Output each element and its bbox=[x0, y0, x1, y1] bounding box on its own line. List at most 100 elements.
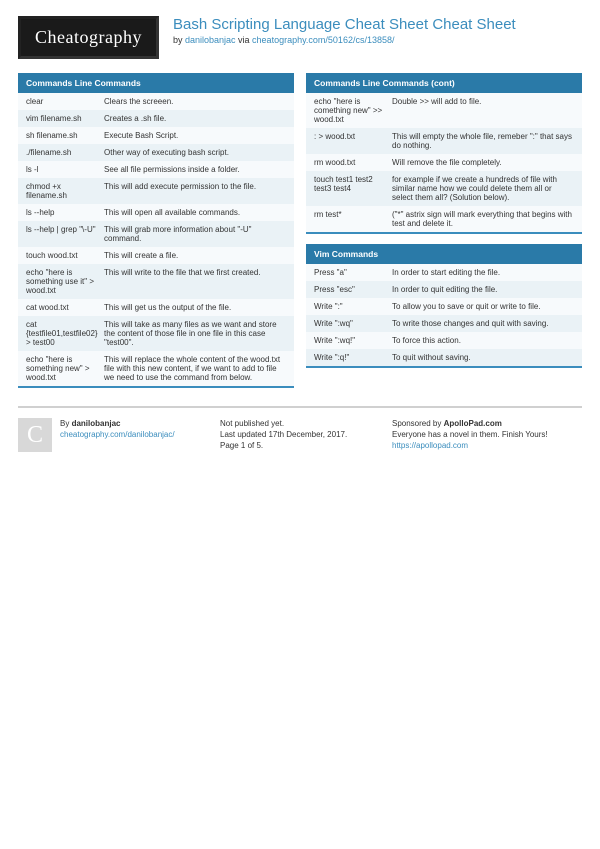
block-commands-2: Commands Line Commands (cont) echo "here… bbox=[306, 73, 582, 234]
byline-mid: via bbox=[236, 35, 253, 45]
author-url[interactable]: cheatography.com/danilobanjac/ bbox=[60, 430, 175, 439]
footer-meta: Not published yet. Last updated 17th Dec… bbox=[220, 418, 380, 452]
command-cell: clear bbox=[26, 97, 104, 106]
table-row: : > wood.txtThis will empty the whole fi… bbox=[306, 128, 582, 154]
command-cell: Write ":wq!" bbox=[314, 336, 392, 345]
command-cell: echo "here is comething new" >> wood.txt bbox=[314, 97, 392, 124]
command-cell: Write ":wq" bbox=[314, 319, 392, 328]
byline-prefix: by bbox=[173, 35, 185, 45]
description-cell: Clears the screeen. bbox=[104, 97, 286, 106]
description-cell: In order to quit editing the file. bbox=[392, 285, 574, 294]
block-header: Commands Line Commands (cont) bbox=[306, 73, 582, 93]
table-row: rm wood.txtWill remove the file complete… bbox=[306, 154, 582, 171]
avatar: C bbox=[18, 418, 52, 452]
description-cell: This will open all available commands. bbox=[104, 208, 286, 217]
command-cell: vim filename.sh bbox=[26, 114, 104, 123]
columns: Commands Line Commands clearClears the s… bbox=[18, 73, 582, 398]
description-cell: This will create a file. bbox=[104, 251, 286, 260]
description-cell: In order to start editing the file. bbox=[392, 268, 574, 277]
page-title: Bash Scripting Language Cheat Sheet Chea… bbox=[173, 16, 516, 33]
description-cell: Creates a .sh file. bbox=[104, 114, 286, 123]
command-cell: ls --help bbox=[26, 208, 104, 217]
sponsor-tag: Everyone has a novel in them. Finish You… bbox=[392, 429, 548, 440]
block-header: Commands Line Commands bbox=[18, 73, 294, 93]
command-cell: touch test1 test2 test3 test4 bbox=[314, 175, 392, 202]
command-cell: touch wood.txt bbox=[26, 251, 104, 260]
table-row: ls --helpThis will open all available co… bbox=[18, 204, 294, 221]
description-cell: To quit without saving. bbox=[392, 353, 574, 362]
footer-author: C By danilobanjac cheatography.com/danil… bbox=[18, 418, 175, 452]
description-cell: Other way of executing bash script. bbox=[104, 148, 286, 157]
command-cell: cat wood.txt bbox=[26, 303, 104, 312]
block-header: Vim Commands bbox=[306, 244, 582, 264]
description-cell: Double >> will add to file. bbox=[392, 97, 574, 124]
footer-sponsor: Sponsored by ApolloPad.com Everyone has … bbox=[392, 418, 582, 452]
byline: by danilobanjac via cheatography.com/501… bbox=[173, 35, 516, 45]
table-row: vim filename.shCreates a .sh file. bbox=[18, 110, 294, 127]
table-row: Write ":q!"To quit without saving. bbox=[306, 349, 582, 366]
command-cell: : > wood.txt bbox=[314, 132, 392, 150]
title-block: Bash Scripting Language Cheat Sheet Chea… bbox=[173, 16, 516, 45]
sponsor-name: ApolloPad.com bbox=[444, 419, 502, 428]
column-right: Commands Line Commands (cont) echo "here… bbox=[306, 73, 582, 398]
command-cell: Press "a" bbox=[314, 268, 392, 277]
table-row: chmod +x filename.shThis will add execut… bbox=[18, 178, 294, 204]
description-cell: This will write to the file that we firs… bbox=[104, 268, 286, 295]
table-row: Press "esc"In order to quit editing the … bbox=[306, 281, 582, 298]
table-row: ./filename.shOther way of executing bash… bbox=[18, 144, 294, 161]
description-cell: This will empty the whole file, remeber … bbox=[392, 132, 574, 150]
command-cell: Write ":" bbox=[314, 302, 392, 311]
block-vim: Vim Commands Press "a"In order to start … bbox=[306, 244, 582, 368]
command-cell: sh filename.sh bbox=[26, 131, 104, 140]
table-row: cat wood.txtThis will get us the output … bbox=[18, 299, 294, 316]
description-cell: This will grab more information about "-… bbox=[104, 225, 286, 243]
table-row: Press "a"In order to start editing the f… bbox=[306, 264, 582, 281]
table-row: echo "here is something new" > wood.txtT… bbox=[18, 351, 294, 386]
by-label: By bbox=[60, 419, 72, 428]
table-row: rm test*("*" astrix sign will mark every… bbox=[306, 206, 582, 232]
sponsor-url[interactable]: https://apollopad.com bbox=[392, 441, 468, 450]
table-row: ls -lSee all file permissions inside a f… bbox=[18, 161, 294, 178]
command-cell: chmod +x filename.sh bbox=[26, 182, 104, 200]
table-row: cat {testfile01,testfile02} > test00This… bbox=[18, 316, 294, 351]
description-cell: This will take as many files as we want … bbox=[104, 320, 286, 347]
sponsor-label: Sponsored by bbox=[392, 419, 444, 428]
header: Cheatography Bash Scripting Language Che… bbox=[18, 16, 582, 59]
table-row: echo "here is something use it" > wood.t… bbox=[18, 264, 294, 299]
command-cell: Write ":q!" bbox=[314, 353, 392, 362]
table-row: echo "here is comething new" >> wood.txt… bbox=[306, 93, 582, 128]
column-left: Commands Line Commands clearClears the s… bbox=[18, 73, 294, 398]
table-row: Write ":wq"To write those changes and qu… bbox=[306, 315, 582, 332]
block-commands-1: Commands Line Commands clearClears the s… bbox=[18, 73, 294, 388]
command-cell: ls --help | grep "\-U" bbox=[26, 225, 104, 243]
footer-author-name: danilobanjac bbox=[72, 419, 121, 428]
page-number: Page 1 of 5. bbox=[220, 440, 347, 451]
command-cell: ./filename.sh bbox=[26, 148, 104, 157]
author-link[interactable]: danilobanjac bbox=[185, 35, 236, 45]
source-link[interactable]: cheatography.com/50162/cs/13858/ bbox=[252, 35, 394, 45]
command-cell: rm wood.txt bbox=[314, 158, 392, 167]
description-cell: Execute Bash Script. bbox=[104, 131, 286, 140]
command-cell: ls -l bbox=[26, 165, 104, 174]
description-cell: for example if we create a hundreds of f… bbox=[392, 175, 574, 202]
footer: C By danilobanjac cheatography.com/danil… bbox=[18, 406, 582, 452]
pub-status: Not published yet. bbox=[220, 418, 347, 429]
table-row: sh filename.shExecute Bash Script. bbox=[18, 127, 294, 144]
table-row: touch wood.txtThis will create a file. bbox=[18, 247, 294, 264]
command-cell: cat {testfile01,testfile02} > test00 bbox=[26, 320, 104, 347]
table-row: clearClears the screeen. bbox=[18, 93, 294, 110]
updated: Last updated 17th December, 2017. bbox=[220, 429, 347, 440]
description-cell: To allow you to save or quit or write to… bbox=[392, 302, 574, 311]
description-cell: ("*" astrix sign will mark everything th… bbox=[392, 210, 574, 228]
table-row: ls --help | grep "\-U"This will grab mor… bbox=[18, 221, 294, 247]
command-cell: echo "here is something new" > wood.txt bbox=[26, 355, 104, 382]
command-cell: echo "here is something use it" > wood.t… bbox=[26, 268, 104, 295]
logo: Cheatography bbox=[18, 16, 159, 59]
table-row: Write ":wq!"To force this action. bbox=[306, 332, 582, 349]
description-cell: To force this action. bbox=[392, 336, 574, 345]
table-row: touch test1 test2 test3 test4for example… bbox=[306, 171, 582, 206]
description-cell: This will add execute permission to the … bbox=[104, 182, 286, 200]
description-cell: This will get us the output of the file. bbox=[104, 303, 286, 312]
command-cell: Press "esc" bbox=[314, 285, 392, 294]
description-cell: See all file permissions inside a folder… bbox=[104, 165, 286, 174]
